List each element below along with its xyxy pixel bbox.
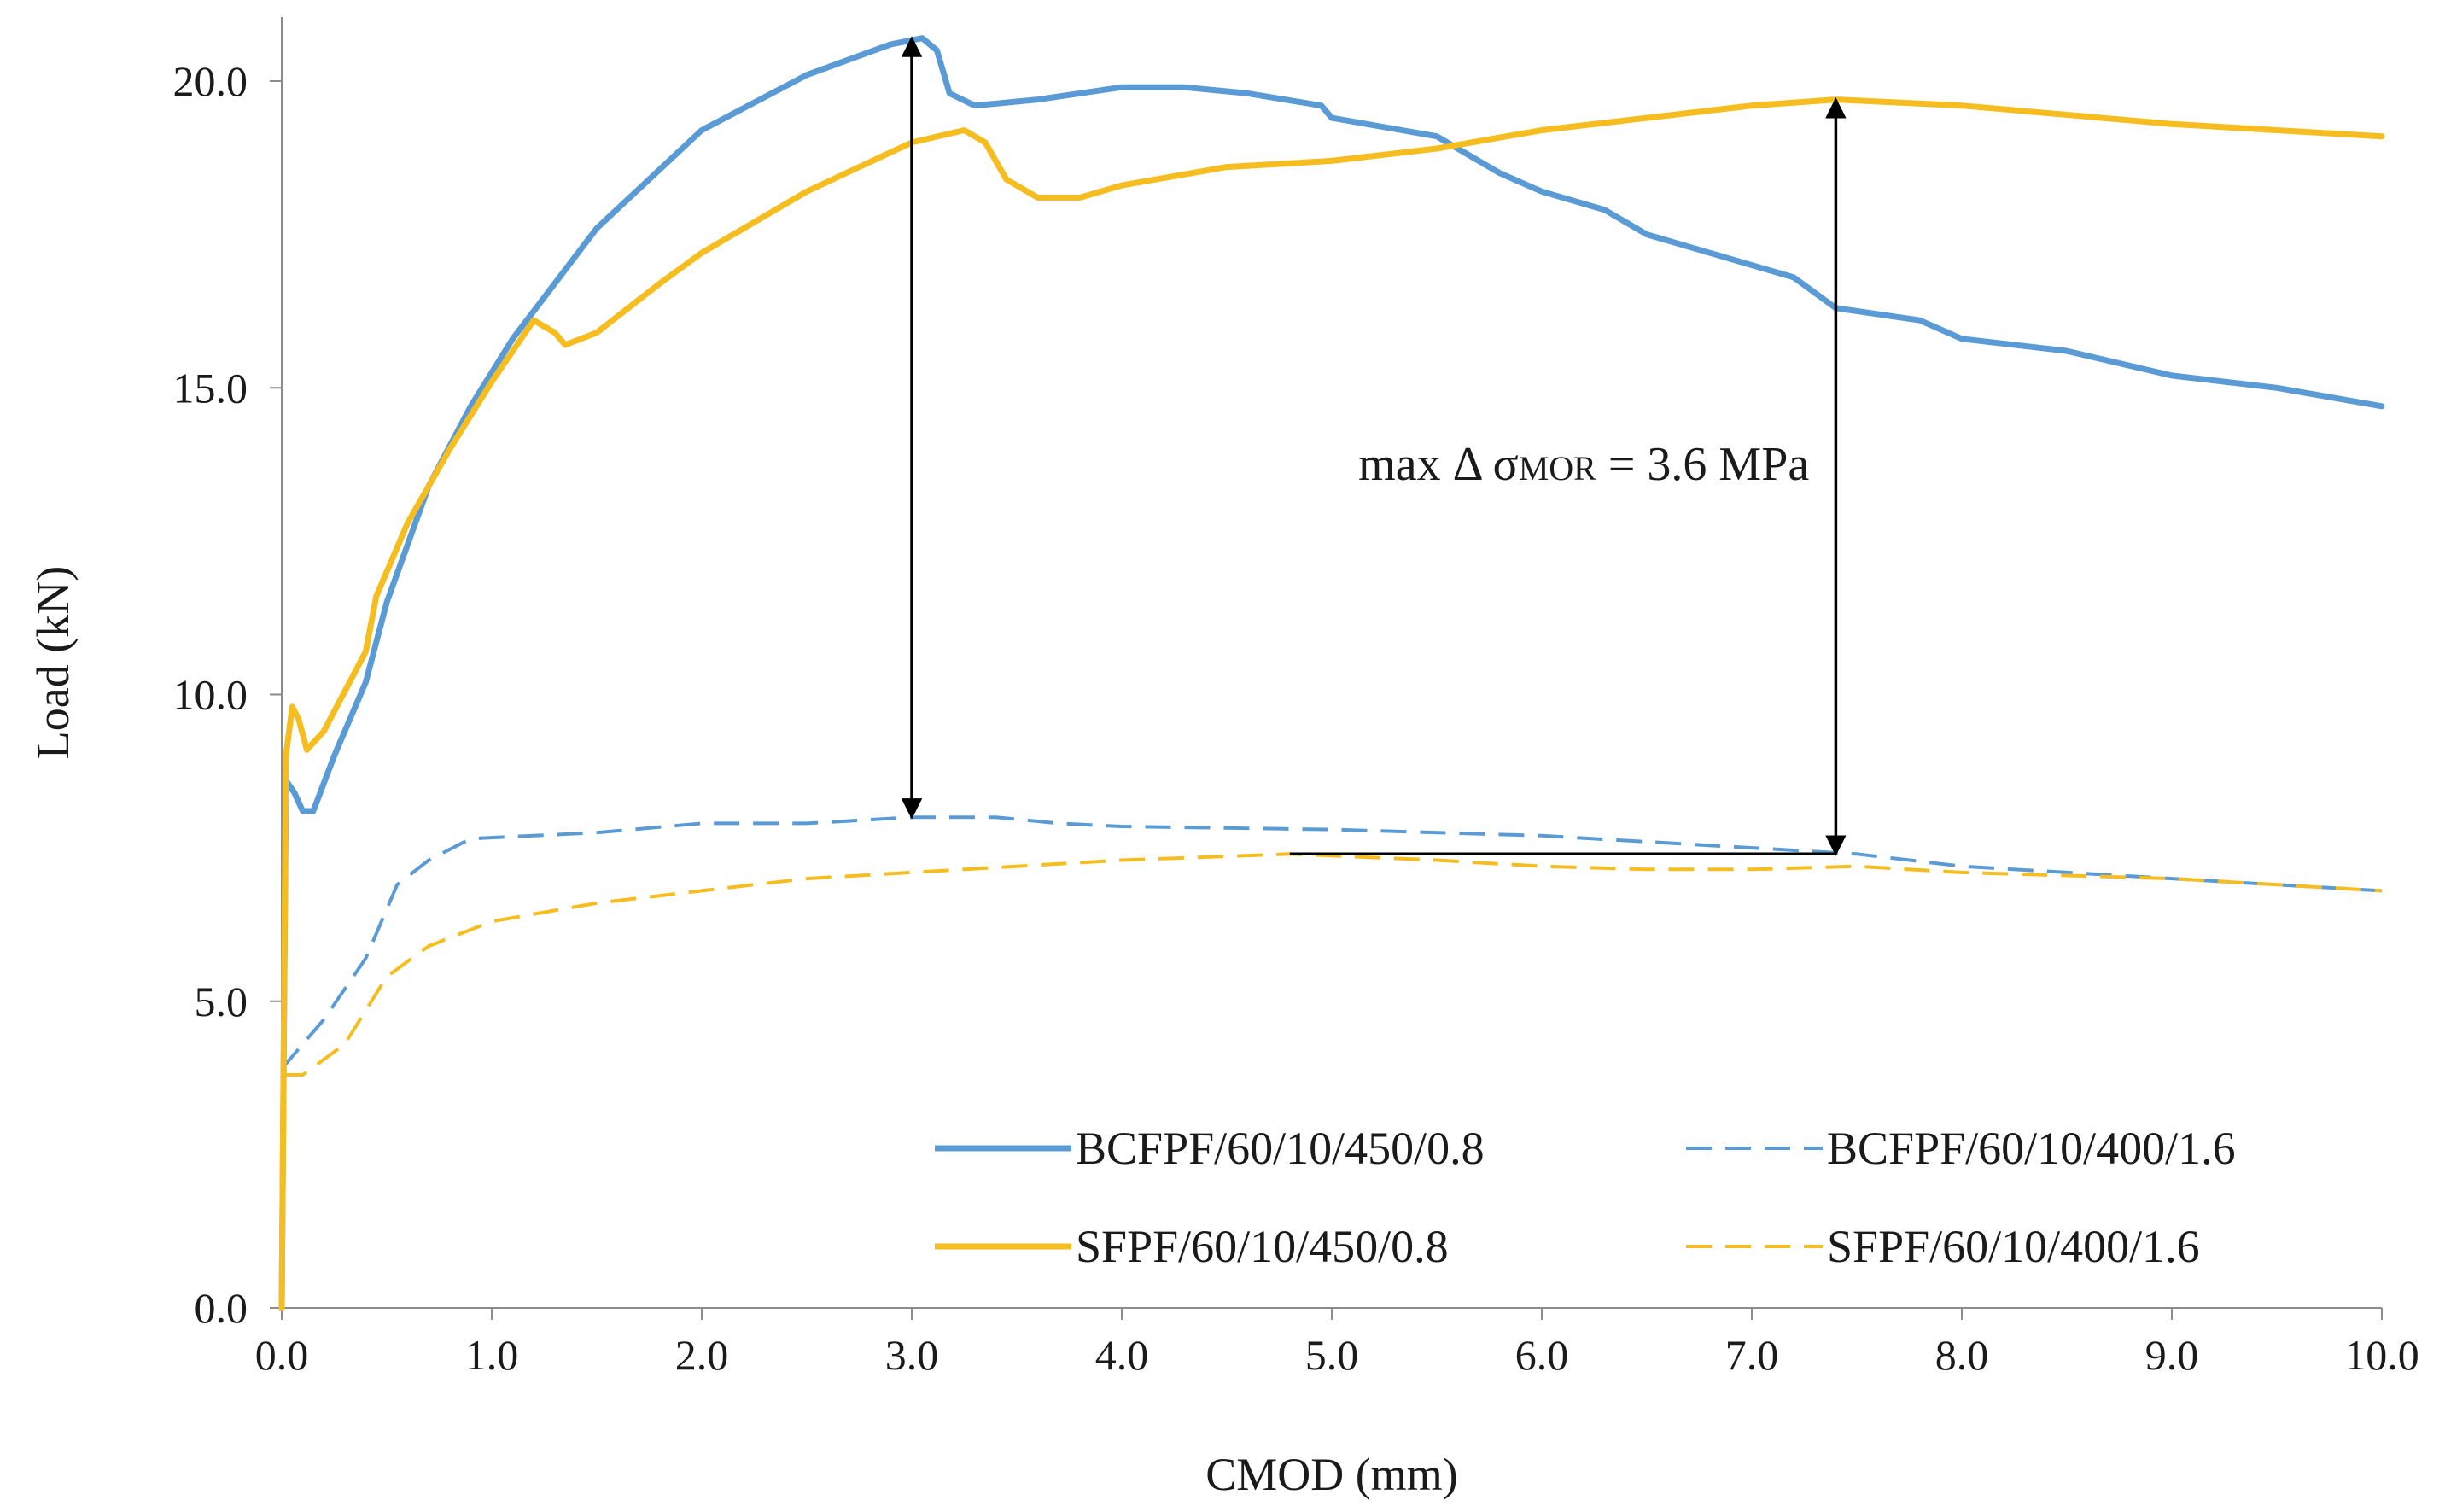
series-line-4 xyxy=(282,852,2383,1077)
y-tick-label: 0.0 xyxy=(195,1284,248,1332)
x-tick-label: 3.0 xyxy=(885,1331,939,1379)
x-tick-label: 0.0 xyxy=(255,1331,309,1379)
axes: 0.0 1.0 2.0 3.0 4.0 5.0 6.0 7.0 8.0 9.0 10.0 0.0 5.… xyxy=(173,17,2419,1379)
annotation-text-prefix: max Δ σ xyxy=(1358,438,1519,491)
y-tick-label: 20.0 xyxy=(173,57,248,105)
annotations: max Δ σMOR = 3.6 MPa xyxy=(901,36,1847,856)
x-tick-label: 7.0 xyxy=(1725,1331,1779,1379)
x-tick-label: 2.0 xyxy=(675,1331,729,1379)
series-lines xyxy=(278,35,2385,1311)
x-tick-label: 8.0 xyxy=(1935,1331,1989,1379)
legend-label: BCFPF/60/10/400/1.6 xyxy=(1827,1123,2236,1174)
legend: BCFPF/60/10/450/0.8 BCFPF/60/10/400/1.6 SF… xyxy=(935,1123,2236,1272)
x-tick-label: 1.0 xyxy=(465,1331,519,1379)
x-tick-label: 9.0 xyxy=(2145,1331,2199,1379)
legend-label: BCFPF/60/10/450/0.8 xyxy=(1076,1123,1485,1174)
legend-label: SFPF/60/10/400/1.6 xyxy=(1827,1221,2200,1272)
annotation-text-suffix: = 3.6 MPa xyxy=(1596,438,1810,491)
x-axis-title: CMOD (mm) xyxy=(1205,1449,1458,1500)
x-tick-label: 10.0 xyxy=(2344,1331,2419,1379)
y-axis-ticks: 0.0 5.0 10.0 15.0 20.0 xyxy=(173,57,282,1332)
x-axis-ticks: 0.0 1.0 2.0 3.0 4.0 5.0 6.0 7.0 8.0 9.0 10.0 xyxy=(255,1308,2419,1379)
annotation-text: max Δ σMOR = 3.6 MPa xyxy=(1358,438,1809,491)
legend-item: BCFPF/60/10/450/0.8 xyxy=(935,1123,1485,1174)
series-line-1 xyxy=(278,35,2385,1311)
y-axis-title: Load (kN) xyxy=(27,566,79,759)
annotation-text-subscript: MOR xyxy=(1519,449,1596,487)
legend-item: SFPF/60/10/400/1.6 xyxy=(1686,1221,2200,1272)
y-tick-label: 5.0 xyxy=(195,978,248,1025)
legend-item: BCFPF/60/10/400/1.6 xyxy=(1686,1123,2236,1174)
legend-item: SFPF/60/10/450/0.8 xyxy=(935,1221,1449,1272)
y-tick-label: 15.0 xyxy=(173,364,248,412)
x-tick-label: 4.0 xyxy=(1095,1331,1149,1379)
legend-label: SFPF/60/10/450/0.8 xyxy=(1076,1221,1449,1272)
y-tick-label: 10.0 xyxy=(173,671,248,719)
series-line-3 xyxy=(278,96,2385,1311)
x-tick-label: 6.0 xyxy=(1515,1331,1569,1379)
x-tick-label: 5.0 xyxy=(1305,1331,1359,1379)
